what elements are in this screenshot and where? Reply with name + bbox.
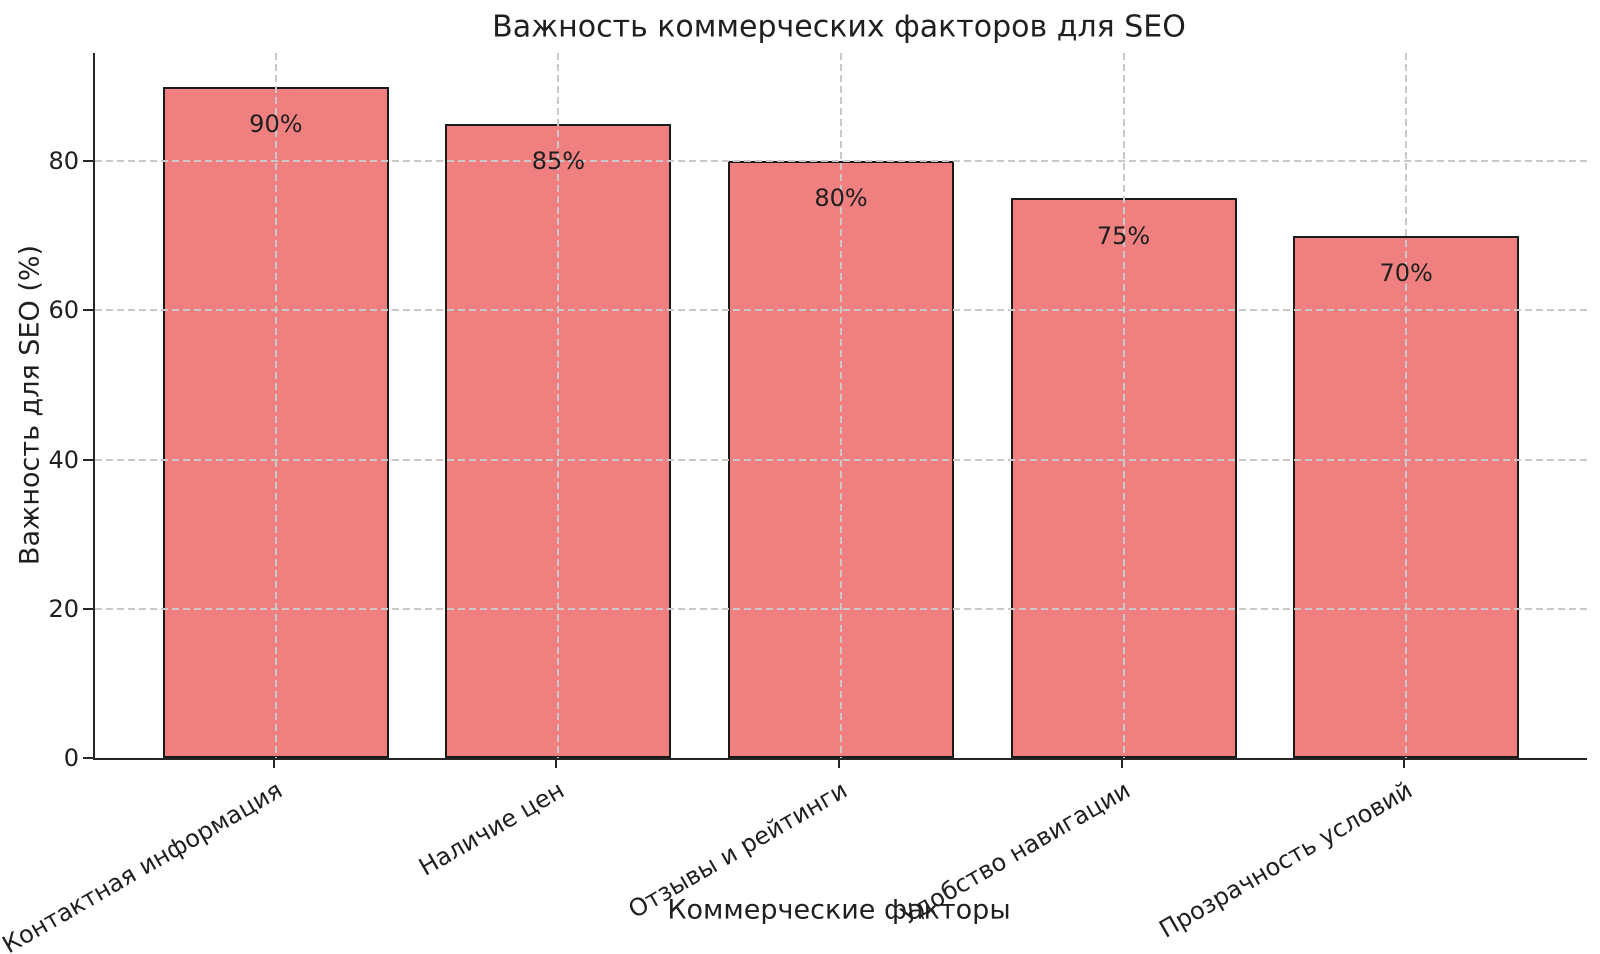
x-gridline	[274, 53, 277, 758]
y-tick-mark	[83, 458, 93, 461]
y-tick-label: 20	[48, 594, 79, 623]
x-gridline	[1405, 53, 1408, 758]
chart-title: Важность коммерческих факторов для SEO	[492, 9, 1186, 45]
y-axis-label: Важность для SEO (%)	[14, 244, 46, 566]
x-tick-label: Удобство навигации	[895, 775, 1135, 930]
y-tick-label: 60	[48, 296, 79, 325]
bar-value-label: 85%	[531, 147, 586, 176]
y-tick-mark	[83, 607, 93, 610]
x-axis-label: Коммерческие факторы	[667, 894, 1011, 926]
x-tick-mark	[1403, 758, 1406, 768]
x-tick-label: Наличие цен	[414, 775, 570, 882]
y-tick-label: 0	[63, 744, 79, 772]
x-tick-mark	[555, 758, 558, 768]
bar-value-label: 70%	[1379, 259, 1433, 288]
plot-area: 90% 85% 80% 75% 70%	[93, 53, 1587, 760]
x-tick-mark	[1120, 758, 1123, 768]
x-tick-label: Прозрачность условий	[1154, 775, 1418, 944]
y-tick-mark	[83, 757, 93, 759]
x-gridline	[557, 53, 560, 758]
y-tick-mark	[83, 309, 93, 312]
y-tick-label: 80	[48, 147, 79, 176]
bar-value-label: 90%	[249, 109, 303, 138]
x-gridline	[1122, 53, 1125, 758]
x-tick-mark	[838, 758, 840, 768]
x-tick-mark	[272, 758, 275, 768]
bar-value-label: 80%	[814, 184, 868, 213]
y-tick-mark	[83, 160, 93, 163]
y-tick-label: 40	[48, 445, 79, 474]
x-gridline	[840, 53, 842, 758]
x-tick-label: Контактная информация	[0, 775, 287, 954]
bar-value-label: 75%	[1096, 221, 1151, 250]
